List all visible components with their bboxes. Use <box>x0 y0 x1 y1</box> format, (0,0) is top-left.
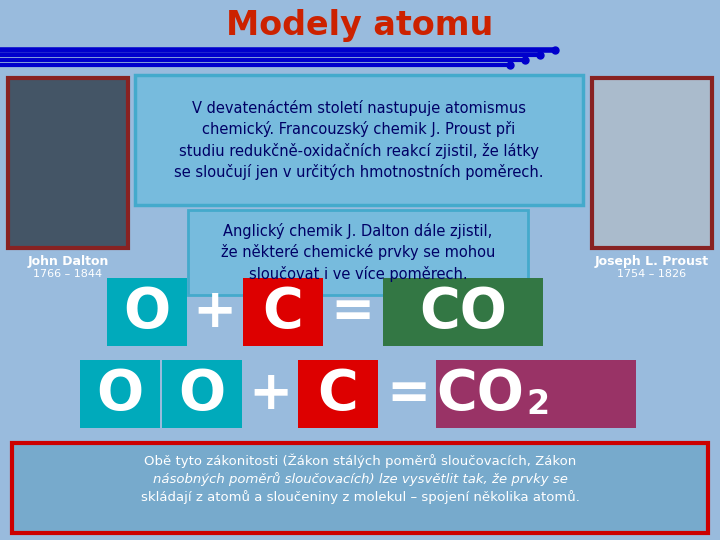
Text: CO: CO <box>419 285 507 339</box>
Text: =: = <box>331 286 375 338</box>
Text: C: C <box>263 285 303 339</box>
Text: =: = <box>386 368 430 420</box>
Text: O: O <box>123 285 171 339</box>
Text: Obě tyto zákonitosti (Žákon stálých poměrů sloučovacích, Zákon: Obě tyto zákonitosti (Žákon stálých pomě… <box>144 454 576 468</box>
Text: John Dalton: John Dalton <box>27 255 109 268</box>
FancyBboxPatch shape <box>80 360 160 428</box>
Text: skládají z atomů a sloučeniny z molekul – spojení několika atomů.: skládají z atomů a sloučeniny z molekul … <box>0 539 1 540</box>
FancyBboxPatch shape <box>383 278 543 346</box>
Text: násobných poměrů sloučovacích) lze vysvětlit tak, že prvky se: násobných poměrů sloučovacích) lze vysvě… <box>0 539 1 540</box>
Text: C: C <box>318 367 359 421</box>
FancyBboxPatch shape <box>243 278 323 346</box>
FancyBboxPatch shape <box>135 75 583 205</box>
Text: 1766 – 1844: 1766 – 1844 <box>33 269 102 279</box>
FancyBboxPatch shape <box>298 360 378 428</box>
FancyBboxPatch shape <box>12 443 708 533</box>
Text: Modely atomu: Modely atomu <box>226 10 494 43</box>
Text: Joseph L. Proust: Joseph L. Proust <box>595 255 709 268</box>
FancyBboxPatch shape <box>592 78 712 248</box>
FancyBboxPatch shape <box>188 210 528 295</box>
Text: násobných poměrů sloučovacích) lze vysvětlit tak, že prvky se: násobných poměrů sloučovacích) lze vysvě… <box>153 472 567 486</box>
Text: V devatenáctém století nastupuje atomismus
chemický. Francouzský chemik J. Prous: V devatenáctém století nastupuje atomism… <box>174 100 544 180</box>
FancyBboxPatch shape <box>107 278 187 346</box>
Text: skládají z atomů a sloučeniny z molekul – spojení několika atomů.: skládají z atomů a sloučeniny z molekul … <box>140 490 580 504</box>
FancyBboxPatch shape <box>8 78 128 248</box>
FancyBboxPatch shape <box>162 360 242 428</box>
Text: 2: 2 <box>526 388 549 421</box>
Text: O: O <box>179 367 225 421</box>
Text: Anglický chemik J. Dalton dále zjistil,
že některé chemické prvky se mohou
slouč: Anglický chemik J. Dalton dále zjistil, … <box>221 224 495 282</box>
Text: +: + <box>193 286 237 338</box>
Text: O: O <box>96 367 143 421</box>
Text: CO: CO <box>436 367 524 421</box>
FancyBboxPatch shape <box>436 360 636 428</box>
Text: +: + <box>248 368 292 420</box>
Text: Obě tyto zákonitosti (Zákon stálých poměrů sloučovacích, Zákon: Obě tyto zákonitosti (Zákon stálých pomě… <box>0 539 1 540</box>
Text: 1754 – 1826: 1754 – 1826 <box>618 269 687 279</box>
